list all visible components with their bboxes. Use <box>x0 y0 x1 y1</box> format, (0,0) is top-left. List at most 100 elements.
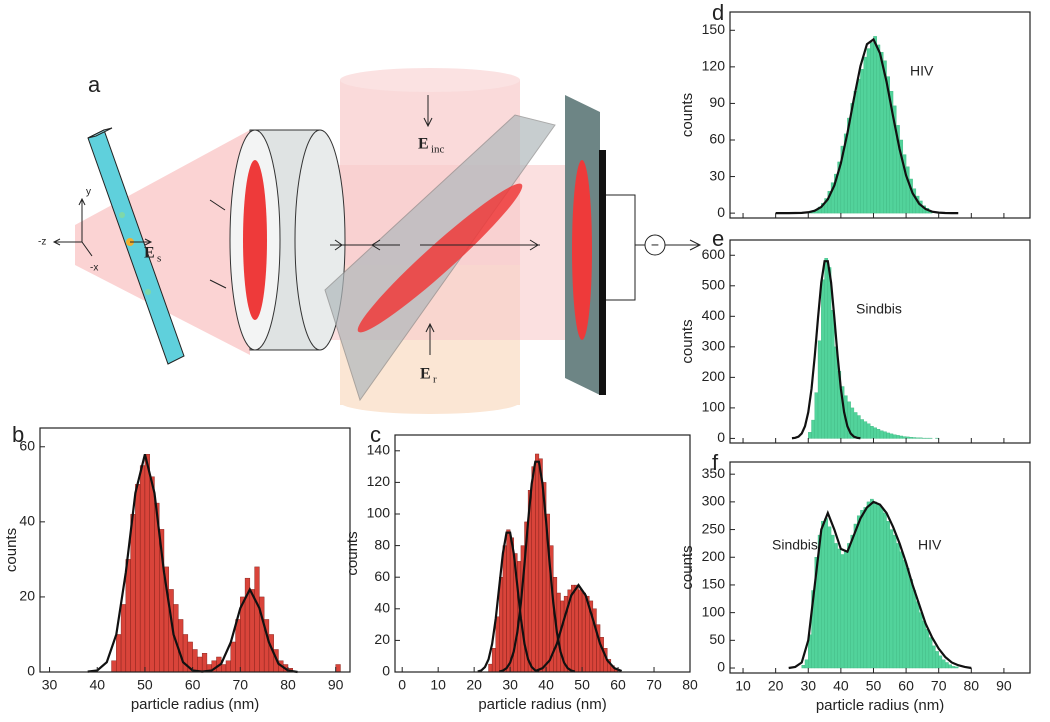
y-tick-label: 200 <box>702 548 726 564</box>
x-axis-label: particle radius (nm) <box>478 696 606 713</box>
bar <box>919 438 922 439</box>
y-tick-label: 90 <box>709 94 725 110</box>
x-tick-label: 80 <box>964 678 980 694</box>
bar <box>893 435 896 439</box>
bar <box>828 267 831 438</box>
field-subscript: s <box>157 253 161 265</box>
bar <box>150 477 155 672</box>
bar <box>877 505 880 668</box>
bar <box>929 638 932 668</box>
x-tick-label: 90 <box>996 678 1012 694</box>
x-tick-label: 30 <box>800 678 816 694</box>
detector-spot <box>572 160 592 340</box>
plot-frame <box>730 240 1030 443</box>
bar <box>812 420 815 438</box>
bar <box>802 665 805 668</box>
bar <box>255 567 260 672</box>
y-axis-label: counts <box>344 531 361 575</box>
bar <box>834 543 837 668</box>
x-tick-label: 60 <box>185 677 201 693</box>
bar <box>922 621 925 668</box>
bar <box>877 429 880 438</box>
bar <box>851 535 854 668</box>
bar <box>883 432 886 439</box>
y-tick-label: 100 <box>702 399 726 415</box>
bar <box>815 393 818 439</box>
annotation: HIV <box>918 537 942 553</box>
particle <box>145 289 151 295</box>
bar <box>860 419 863 438</box>
bar <box>145 454 150 672</box>
annotation: HIV <box>910 63 934 79</box>
bar <box>926 629 929 668</box>
plot-frame <box>40 428 350 672</box>
bar <box>854 91 857 213</box>
annotation: Sindbis <box>772 537 818 553</box>
y-tick-label: 0 <box>717 429 725 445</box>
axis-label: y <box>86 187 91 198</box>
bar <box>140 466 145 672</box>
y-tick-label: 50 <box>709 631 725 647</box>
bar <box>913 590 916 668</box>
bar <box>851 103 854 213</box>
bar <box>873 502 876 668</box>
bar <box>496 617 500 672</box>
bar <box>805 660 808 668</box>
x-tick-label: 40 <box>833 678 849 694</box>
y-tick-label: 0 <box>27 663 35 679</box>
y-tick-label: 400 <box>702 307 726 323</box>
field-symbol: E <box>144 245 155 262</box>
x-tick-label: 50 <box>866 678 882 694</box>
bar <box>942 660 945 668</box>
bar <box>896 543 899 668</box>
x-tick-label: 50 <box>574 677 590 693</box>
bar <box>821 521 824 668</box>
y-tick-label: 100 <box>702 603 726 619</box>
bar <box>492 648 496 672</box>
bar <box>532 467 536 672</box>
x-tick-label: 70 <box>233 677 249 693</box>
field-symbol: E <box>420 366 431 383</box>
bar <box>890 434 893 439</box>
bar <box>935 651 938 668</box>
bar <box>900 436 903 438</box>
bar <box>948 665 951 668</box>
panel-label: a <box>88 72 101 97</box>
bar <box>575 585 579 672</box>
field-subscript: r <box>433 374 437 386</box>
bar <box>952 666 955 668</box>
bar <box>857 79 860 213</box>
x-tick-label: 30 <box>502 677 518 693</box>
bar <box>535 454 539 672</box>
panel-label: c <box>370 422 381 447</box>
bar <box>890 530 893 668</box>
bar <box>193 649 198 672</box>
bar <box>873 428 876 439</box>
annotation: Sindbis <box>856 301 902 317</box>
bar <box>818 341 821 439</box>
field-symbol: E <box>418 136 429 153</box>
x-tick-label: 70 <box>931 678 947 694</box>
particle <box>119 212 125 218</box>
axis-label: -z <box>38 237 46 248</box>
x-tick-label: 0 <box>398 677 406 693</box>
y-tick-label: 150 <box>702 576 726 592</box>
bar <box>877 45 880 213</box>
bar <box>226 661 231 672</box>
bar <box>860 69 863 213</box>
bar <box>825 518 828 668</box>
bar <box>909 437 912 438</box>
y-tick-label: 100 <box>367 505 391 521</box>
bar <box>847 543 850 668</box>
bar <box>864 422 867 439</box>
bar <box>916 438 919 439</box>
bar <box>821 280 824 439</box>
detector-edge <box>599 150 606 395</box>
y-tick-label: 60 <box>374 568 390 584</box>
y-tick-label: 60 <box>709 131 725 147</box>
bar <box>578 590 582 672</box>
panel-label: b <box>12 422 24 447</box>
y-axis-label: counts <box>3 528 20 572</box>
